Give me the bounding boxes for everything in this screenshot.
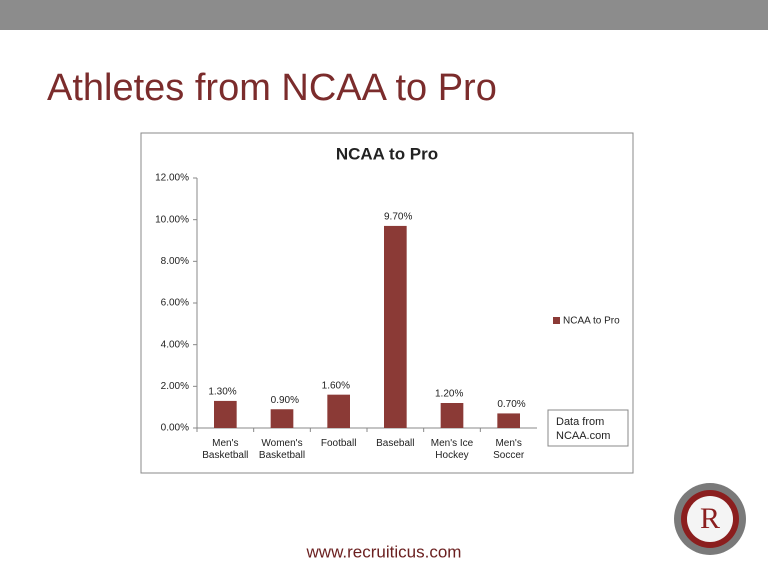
x-tick-label: Men's Soccer xyxy=(493,438,525,461)
y-tick-label: 6.00% xyxy=(161,298,189,309)
top-bar xyxy=(0,0,768,30)
value-label: 0.90% xyxy=(271,395,299,406)
x-tick-label: Women's Basketball xyxy=(258,438,306,461)
y-tick-label: 10.00% xyxy=(155,214,189,225)
bar xyxy=(384,225,407,428)
value-label: 9.70% xyxy=(384,212,412,223)
x-tick-label: Football xyxy=(320,438,357,449)
logo: R xyxy=(674,483,746,555)
value-label: 1.30% xyxy=(208,387,236,398)
x-tick-label: Men's Basketball xyxy=(202,438,249,461)
legend-swatch xyxy=(553,317,560,324)
value-label: 0.70% xyxy=(497,399,525,410)
bar xyxy=(497,413,520,428)
legend-label: NCAA to Pro xyxy=(563,316,620,327)
value-label: 1.60% xyxy=(322,380,350,391)
bar xyxy=(327,394,350,428)
y-tick-label: 0.00% xyxy=(161,423,189,434)
annotation: Data from NCAA.com xyxy=(556,416,611,442)
slide-title: Athletes from NCAA to Pro xyxy=(47,67,497,109)
y-tick-label: 2.00% xyxy=(161,381,189,392)
footer: www.recruiticus.com xyxy=(306,542,462,561)
x-tick-label: Men's Ice Hockey xyxy=(430,438,474,461)
x-tick-label: Baseball xyxy=(376,438,415,449)
y-tick-label: 12.00% xyxy=(155,173,189,184)
bar xyxy=(270,409,294,428)
bar xyxy=(214,400,237,428)
value-label: 1.20% xyxy=(435,389,463,400)
bar xyxy=(440,403,464,428)
svg-text:R: R xyxy=(700,502,720,535)
y-tick-label: 4.00% xyxy=(161,339,189,350)
chart-title: NCAA to Pro xyxy=(336,144,438,163)
annotation-box xyxy=(547,409,629,447)
y-tick-label: 8.00% xyxy=(161,256,189,267)
